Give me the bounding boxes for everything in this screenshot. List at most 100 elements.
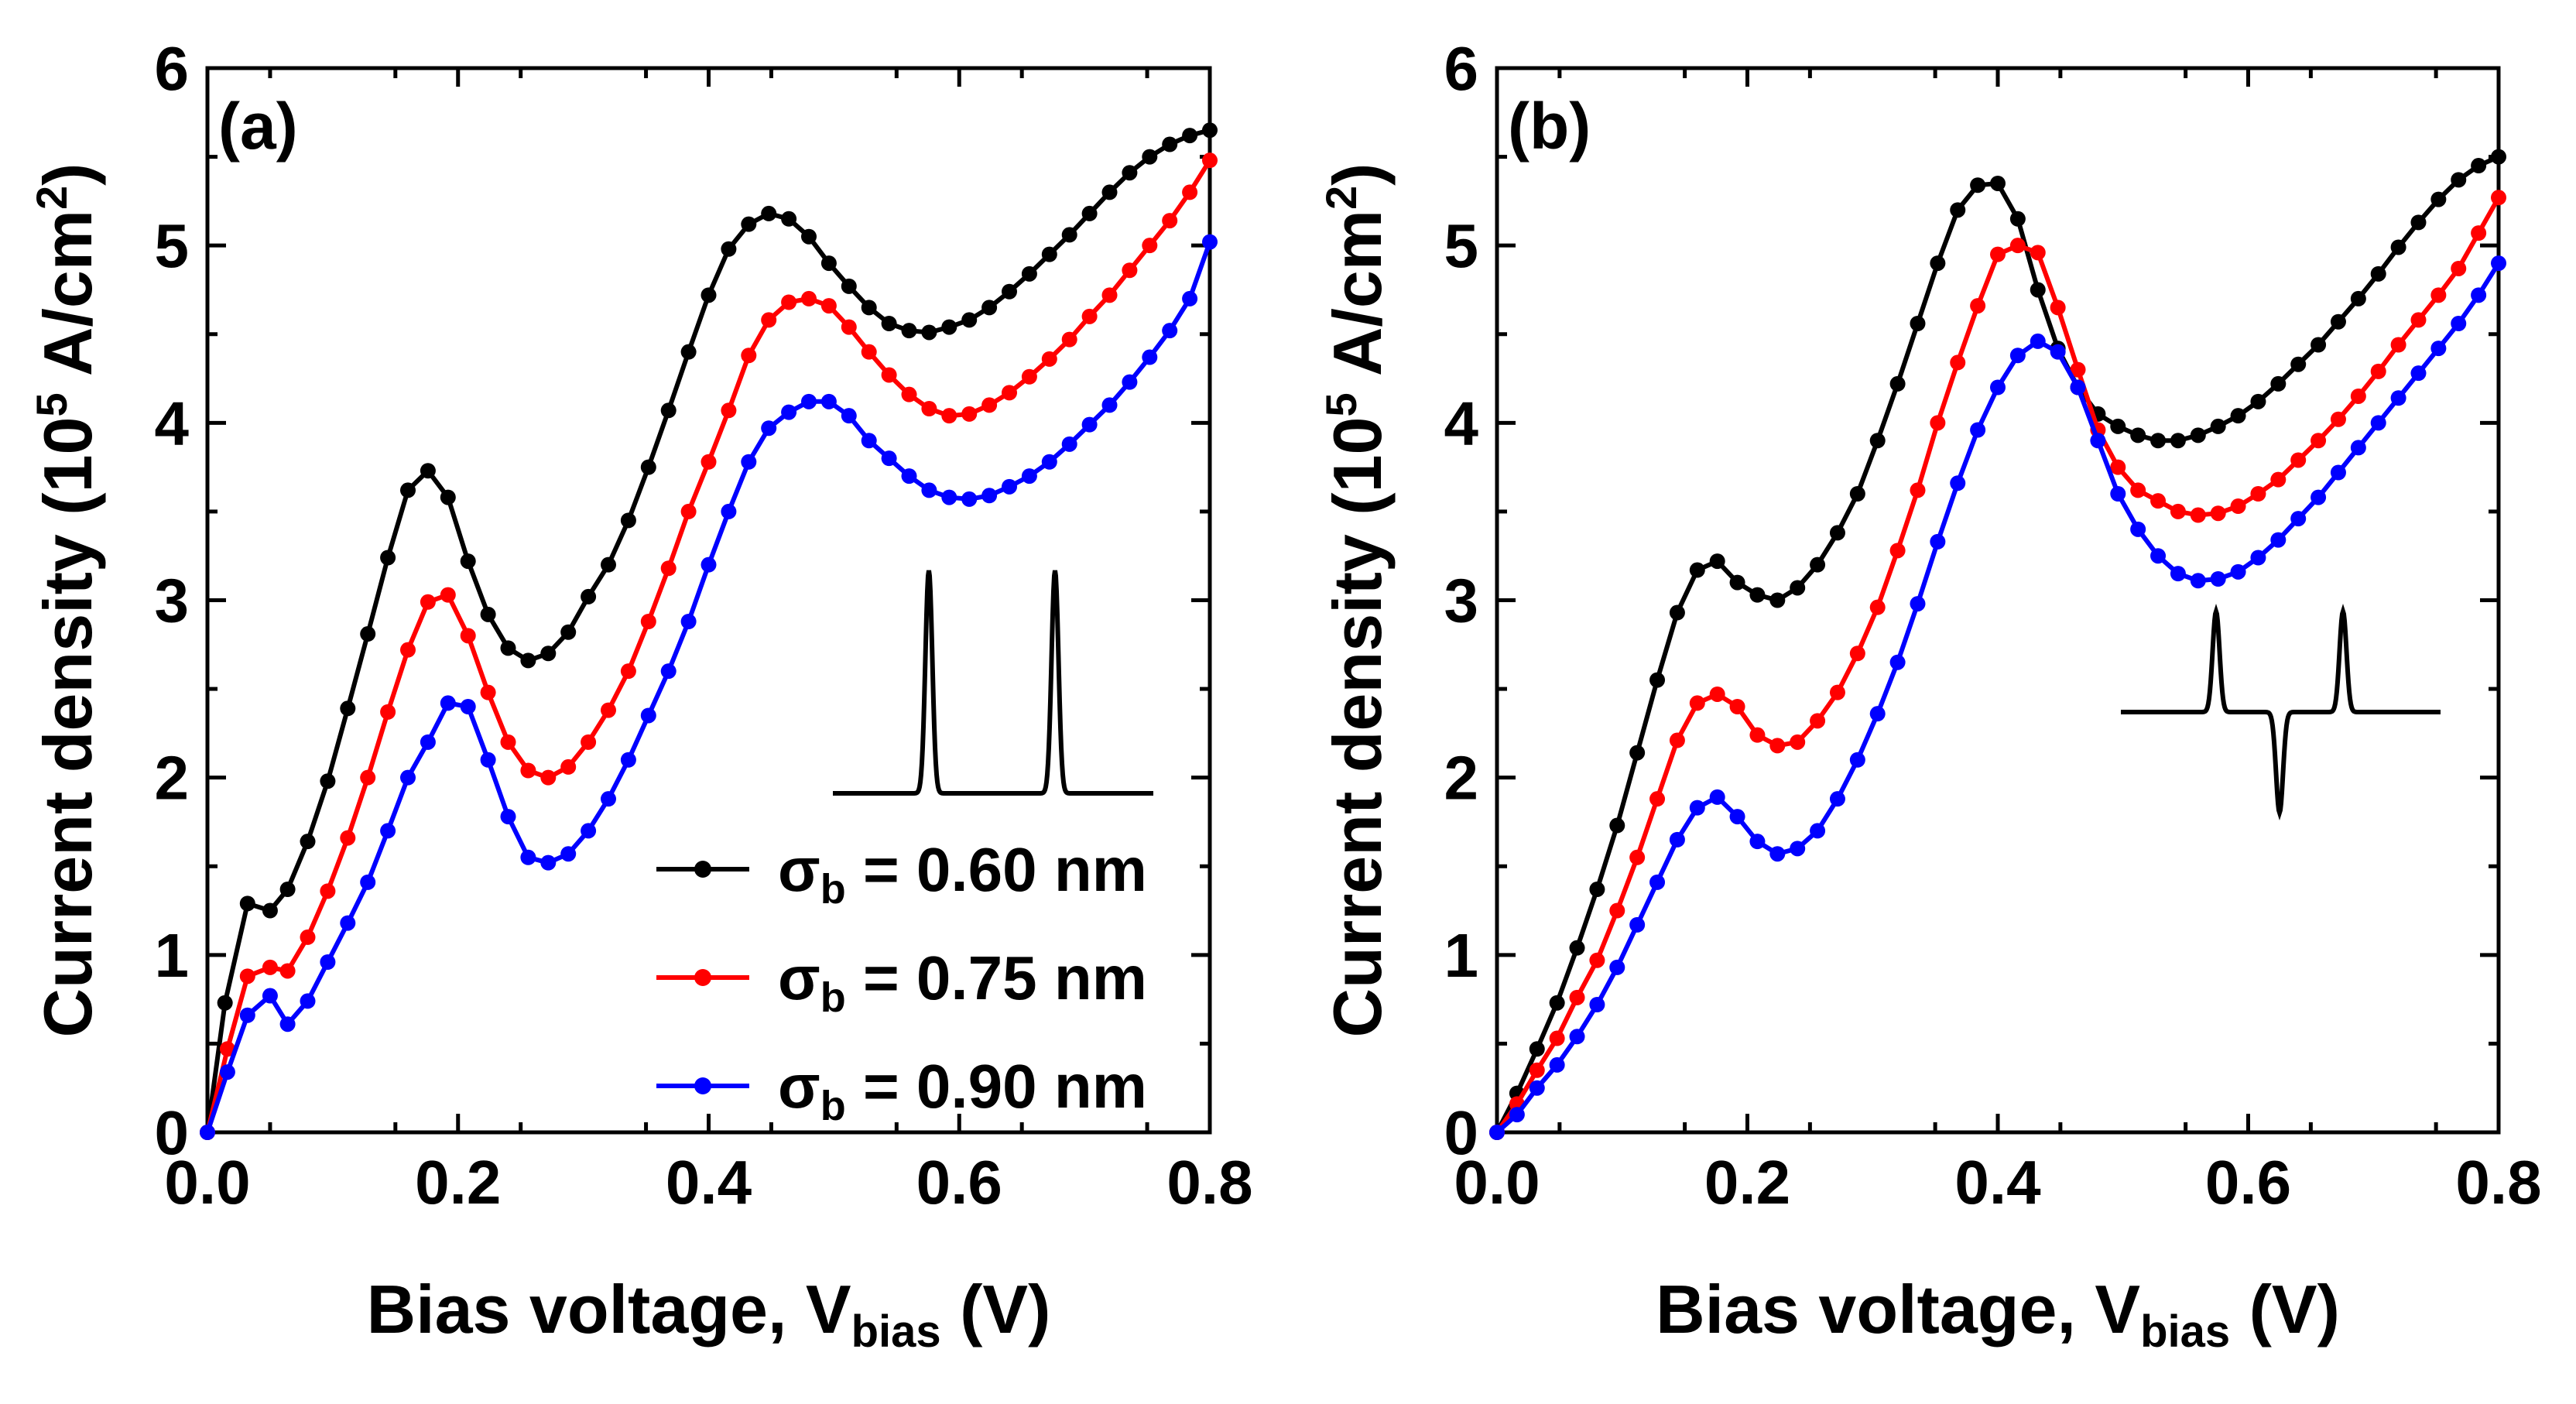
x-tick-label: 0.6: [916, 1148, 1002, 1217]
data-point: [781, 404, 797, 420]
data-point: [2471, 225, 2487, 241]
data-point: [1629, 916, 1646, 933]
data-point: [1202, 234, 1218, 250]
panel-label: (b): [1508, 90, 1591, 163]
data-point: [2430, 191, 2447, 207]
y-axis-label: Current density (105 A/cm2): [27, 163, 106, 1038]
data-point: [2110, 486, 2126, 502]
x-tick-label: 0.4: [666, 1148, 752, 1217]
y-tick-label: 6: [155, 34, 190, 103]
data-point: [961, 406, 978, 422]
data-point: [219, 1064, 235, 1080]
data-point: [2250, 393, 2266, 409]
data-point: [901, 468, 917, 485]
data-point: [2030, 245, 2046, 261]
data-point: [2330, 464, 2346, 481]
data-point: [460, 553, 476, 570]
data-point: [1849, 645, 1865, 662]
data-point: [1021, 368, 1037, 385]
data-point: [300, 834, 316, 850]
legend-marker: [694, 969, 711, 986]
data-point: [380, 704, 396, 720]
data-point: [300, 929, 316, 945]
data-point: [1649, 791, 1666, 807]
data-point: [460, 699, 476, 714]
data-point: [1041, 246, 1057, 262]
data-point: [2270, 375, 2287, 392]
y-tick-label: 1: [155, 921, 190, 990]
data-point: [620, 752, 636, 768]
data-point: [1202, 152, 1218, 169]
data-point: [601, 791, 616, 807]
data-point: [340, 700, 356, 717]
inset-potential-profile: [833, 570, 1153, 796]
data-point: [1950, 475, 1966, 491]
legend-label: σb = 0.90 nm: [778, 1052, 1147, 1129]
data-point: [1142, 238, 1158, 254]
legend-marker: [694, 861, 711, 878]
data-point: [921, 324, 937, 341]
data-point: [340, 830, 356, 846]
data-point: [1889, 543, 1906, 559]
inset-potential-profile: [2121, 603, 2441, 821]
data-point: [520, 652, 536, 669]
data-point: [2170, 566, 2186, 582]
data-point: [1869, 706, 1886, 722]
data-point: [841, 408, 857, 424]
data-point: [320, 954, 336, 970]
x-tick-label: 0.6: [2205, 1148, 2291, 1217]
data-point: [1061, 331, 1077, 348]
data-point: [1182, 184, 1198, 200]
legend-item: σb = 0.60 nm: [656, 835, 1147, 913]
data-point: [881, 316, 897, 331]
data-point: [1142, 349, 1158, 365]
data-point: [601, 556, 616, 573]
data-point: [500, 809, 516, 825]
data-point: [2430, 341, 2447, 357]
data-point: [1930, 415, 1946, 431]
data-point: [520, 849, 536, 865]
data-point: [2210, 418, 2226, 434]
data-point: [2210, 505, 2226, 522]
data-point: [200, 1125, 215, 1140]
data-point: [279, 882, 296, 898]
panel-label: (a): [218, 90, 298, 163]
data-point: [2009, 211, 2026, 227]
data-point: [2410, 312, 2427, 328]
data-point: [380, 823, 396, 839]
data-point: [2190, 573, 2206, 589]
data-point: [861, 344, 877, 360]
data-point: [1709, 789, 1725, 805]
data-point: [1162, 213, 1178, 229]
data-point: [480, 684, 496, 700]
legend-label: σb = 0.60 nm: [778, 835, 1147, 913]
data-point: [981, 300, 998, 316]
data-point: [400, 482, 416, 498]
y-axis-label: Current density (105 A/cm2): [1317, 163, 1396, 1038]
data-point: [741, 348, 757, 364]
data-point: [440, 489, 456, 505]
data-point: [801, 393, 817, 409]
data-point: [1790, 841, 1806, 857]
data-point: [2130, 427, 2146, 443]
data-point: [262, 902, 278, 919]
data-point: [1749, 727, 1766, 743]
data-point: [2390, 390, 2406, 406]
data-point: [1790, 734, 1806, 750]
data-point: [279, 963, 296, 979]
data-point: [961, 491, 978, 507]
x-tick-label: 0.4: [1954, 1148, 2041, 1217]
data-point: [480, 752, 496, 768]
data-point: [2430, 287, 2447, 303]
data-point: [741, 216, 757, 232]
data-point: [1990, 246, 2006, 262]
x-tick-label: 0.8: [2455, 1148, 2541, 1217]
data-point: [340, 915, 356, 931]
data-point: [1869, 599, 1886, 615]
data-point: [620, 512, 636, 529]
data-point: [1810, 713, 1826, 729]
data-point: [1849, 752, 1865, 768]
data-point: [1689, 562, 1705, 578]
data-point: [1810, 823, 1826, 839]
data-point: [217, 995, 233, 1011]
